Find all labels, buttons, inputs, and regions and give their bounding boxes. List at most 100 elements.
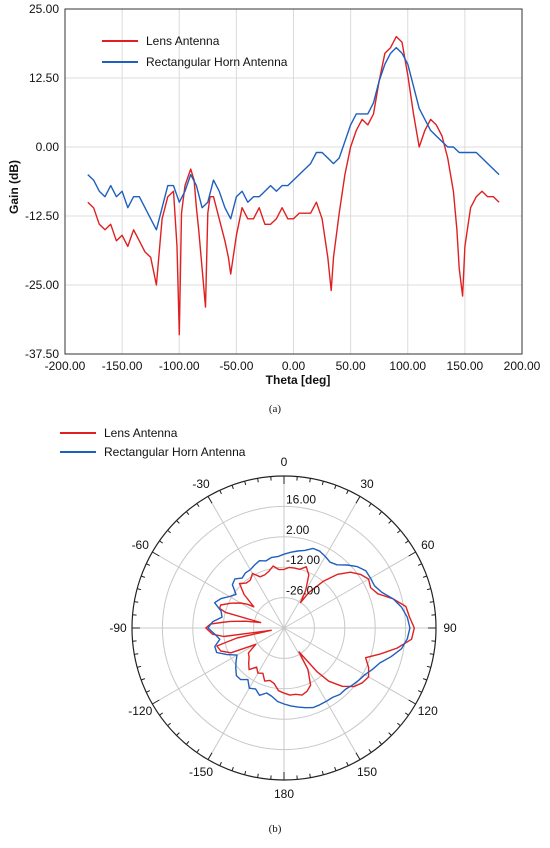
polar-angle-label: -120	[128, 704, 152, 718]
y-tick-label: -12.50	[25, 209, 59, 223]
legend: Lens Antenna Rectangular Horn Antenna	[60, 426, 246, 459]
polar-minor-tick	[321, 481, 324, 486]
polar-angle-label: 90	[443, 621, 457, 635]
polar-minor-tick	[408, 551, 416, 557]
polar-minor-tick	[134, 653, 139, 655]
grid-lines	[64, 8, 523, 355]
polar-minor-tick	[404, 712, 409, 716]
polar-minor-tick	[146, 563, 151, 566]
polar-minor-tick	[404, 540, 409, 544]
x-tick-label: -50.00	[219, 359, 253, 373]
polar-spoke	[152, 627, 285, 705]
polar-minor-tick	[257, 773, 259, 778]
y-tick-label: 12.50	[29, 71, 59, 85]
y-tick-label: 0.00	[36, 140, 60, 154]
polar-minor-tick	[146, 690, 151, 693]
legend-label-horn: Rectangular Horn Antenna	[146, 55, 288, 69]
polar-minor-tick	[167, 722, 171, 727]
polar-minor-tick	[368, 748, 372, 753]
x-tick-label: 0.00	[282, 359, 306, 373]
polar-minor-tick	[185, 741, 190, 745]
polar-radial-label: -12.00	[286, 553, 320, 567]
polar-minor-tick	[207, 496, 213, 504]
polar-minor-tick	[137, 665, 142, 668]
x-tick-label: 150.00	[447, 359, 484, 373]
x-tick-label: -200.00	[45, 359, 86, 373]
polar-minor-tick	[417, 690, 422, 693]
polar-spoke	[207, 496, 285, 629]
polar-minor-tick	[408, 699, 416, 705]
polar-minor-tick	[231, 484, 234, 490]
polar-grid	[131, 475, 437, 781]
polar-minor-tick	[207, 752, 213, 760]
polar-angle-label: -60	[132, 538, 150, 552]
polar-minor-tick	[159, 712, 164, 716]
polar-minor-tick	[346, 761, 349, 766]
polar-minor-tick	[426, 665, 431, 668]
legend-label-lens: Lens Antenna	[104, 426, 178, 440]
y-axis-label: Gain (dB)	[7, 160, 21, 214]
x-tick-label: 50.00	[336, 359, 366, 373]
polar-minor-tick	[140, 575, 146, 578]
polar-minor-tick	[134, 601, 139, 603]
figure-caption-b: (b)	[269, 823, 282, 835]
polar-minor-tick	[309, 478, 311, 483]
polar-minor-tick	[231, 766, 234, 772]
polar-minor-tick	[137, 588, 142, 591]
polar-minor-tick	[167, 529, 171, 534]
polar-angle-label: 30	[360, 477, 374, 491]
polar-minor-tick	[417, 563, 422, 566]
polar-minor-tick	[219, 490, 222, 495]
polar-minor-tick	[176, 520, 180, 524]
polar-chart-svg: Lens Antenna Rectangular Horn Antenna 0 3…	[60, 426, 457, 835]
polar-angle-label: 150	[357, 765, 377, 779]
series-line-horn	[87, 46, 500, 231]
x-axis-label: Theta [deg]	[266, 373, 331, 387]
legend-label-horn: Rectangular Horn Antenna	[104, 445, 246, 459]
polar-minor-tick	[355, 496, 361, 504]
figure-caption-a: (a)	[269, 403, 282, 415]
polar-minor-tick	[309, 773, 311, 778]
polar-spoke	[207, 627, 285, 760]
series-lines	[87, 35, 500, 336]
polar-minor-tick	[397, 529, 401, 534]
y-tick-label: -25.00	[25, 278, 59, 292]
polar-minor-tick	[257, 478, 259, 483]
polar-spoke	[283, 496, 361, 629]
polar-angle-label: 120	[418, 704, 438, 718]
polar-minor-tick	[426, 588, 431, 591]
polar-minor-tick	[422, 678, 428, 681]
polar-minor-tick	[429, 601, 434, 603]
polar-minor-tick	[397, 722, 401, 727]
polar-series-horn	[207, 547, 411, 709]
polar-series	[205, 547, 415, 709]
polar-gain-chart: Lens Antenna Rectangular Horn Antenna 0 3…	[0, 420, 550, 848]
polar-minor-tick	[334, 484, 337, 490]
polar-minor-tick	[152, 551, 160, 557]
polar-minor-tick	[321, 770, 324, 775]
polar-angle-label: -90	[109, 621, 127, 635]
polar-spoke	[283, 627, 361, 760]
polar-minor-tick	[429, 653, 434, 655]
polar-minor-tick	[196, 748, 200, 753]
polar-spoke	[283, 627, 416, 705]
y-tick-label: 25.00	[29, 2, 59, 16]
polar-minor-tick	[185, 511, 190, 515]
polar-minor-tick	[355, 752, 361, 760]
polar-radial-label: 16.00	[286, 492, 316, 506]
polar-minor-tick	[140, 678, 146, 681]
polar-minor-tick	[378, 511, 383, 515]
polar-minor-tick	[368, 503, 372, 508]
polar-minor-tick	[196, 503, 200, 508]
polar-tick-labels: 0 30 60 90 120 150 180 -150 -120 -90 -60 -30 16.00 2.…	[109, 455, 457, 801]
x-tick-label: 200.00	[504, 359, 541, 373]
series-line-lens	[87, 35, 500, 336]
cartesian-gain-chart: 25.00 12.50 0.00 -12.50 -25.00 -37.50 -200.00 -…	[0, 0, 550, 420]
polar-radial-label: 2.00	[286, 523, 310, 537]
polar-spoke	[152, 551, 285, 629]
polar-minor-tick	[159, 540, 164, 544]
polar-series-lens	[205, 565, 415, 696]
cartesian-chart-svg: 25.00 12.50 0.00 -12.50 -25.00 -37.50-200.00 -…	[7, 2, 541, 415]
x-tick-label: 100.00	[389, 359, 426, 373]
polar-minor-tick	[346, 490, 349, 495]
